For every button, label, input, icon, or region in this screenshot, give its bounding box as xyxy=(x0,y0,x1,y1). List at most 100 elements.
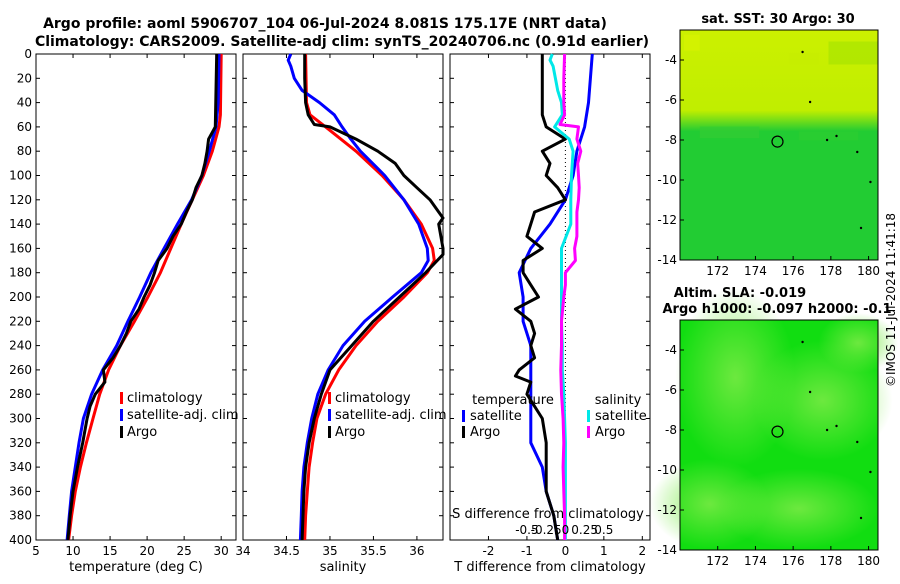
island-dot xyxy=(825,428,829,432)
depth-tick-label: 400 xyxy=(9,533,32,547)
sla-map-subtitle: Argo h1000: -0.097 h2000: -0.1 xyxy=(662,302,891,317)
temperature-series-argo xyxy=(66,53,219,541)
sla_map-ytick-label: -8 xyxy=(665,423,677,437)
sst_map-xtick-label: 178 xyxy=(819,264,842,278)
island-dot xyxy=(835,134,838,138)
salinity-series-argo xyxy=(300,54,445,541)
temp-legend-swatch xyxy=(462,410,465,422)
depth-tick-label: 120 xyxy=(9,193,32,207)
sla_map-frame xyxy=(679,319,879,551)
temperature-xlabel: temperature (deg C) xyxy=(69,560,203,575)
depth-tick-label: 360 xyxy=(9,484,32,498)
difference-series-t-argo xyxy=(513,54,567,541)
island-dot xyxy=(835,424,838,428)
sst-patch xyxy=(699,126,760,139)
difference-xtick-label: 1 xyxy=(600,544,608,558)
salinity-legend-label: satellite-adj. clim xyxy=(335,408,447,423)
sst_map-xtick-label: 172 xyxy=(706,264,729,278)
argo-position-marker xyxy=(771,135,784,148)
temp-legend-title: temperature xyxy=(472,393,554,408)
sal-legend-swatch xyxy=(587,426,590,438)
depth-tick-label: 40 xyxy=(17,96,32,110)
salinity-xlabel: salinity xyxy=(320,560,367,575)
sla_map-ytick-label: -14 xyxy=(657,543,677,557)
temperature-xtick-label: 25 xyxy=(177,544,192,558)
sst_map-panel: 172 174 176 178 180 -4 -6 -8 -10 -12 -14 sat. SST: … xyxy=(657,12,880,278)
depth-tick-label: 320 xyxy=(9,436,32,450)
sst_map-ytick-label: -12 xyxy=(657,213,677,227)
sst-patch xyxy=(683,34,700,51)
island-dot xyxy=(856,440,859,444)
difference-axes-frame xyxy=(449,53,651,541)
sla_map-xtick-label: 180 xyxy=(857,554,880,568)
depth-tick-label: 60 xyxy=(17,120,32,134)
sla-map-title: Altim. SLA: -0.019 xyxy=(674,286,806,301)
difference-xtick-label: 2 xyxy=(638,544,646,558)
sst-patch xyxy=(828,41,878,65)
depth-tick-label: 300 xyxy=(9,412,32,426)
salinity-xtick-label: 35 xyxy=(322,544,337,558)
temperature-xtick-label: 20 xyxy=(139,544,154,558)
sst_map-ytick-label: -8 xyxy=(665,133,677,147)
sst_map-xtick-label: 180 xyxy=(857,264,880,278)
island-dot xyxy=(869,180,872,184)
island-dot xyxy=(825,138,829,142)
sst_map-ytick-label: -10 xyxy=(657,173,677,187)
title-line-1: Argo profile: aoml 5906707_104 06-Jul-20… xyxy=(43,16,607,32)
depth-tick-label: 380 xyxy=(9,509,32,523)
temperature-legend-swatch xyxy=(120,426,123,438)
island-dot xyxy=(859,516,863,520)
sst_map-xtick-label: 174 xyxy=(744,264,767,278)
salinity-legend-swatch xyxy=(328,392,331,404)
salinity-xtick-label: 35.5 xyxy=(360,544,387,558)
depth-tick-label: 80 xyxy=(17,144,32,158)
sst_map-ytick-label: -6 xyxy=(665,93,677,107)
island-dot xyxy=(859,226,863,230)
sst-patch xyxy=(798,131,859,141)
sst-map-title: sat. SST: 30 Argo: 30 xyxy=(701,12,854,27)
difference-xtick-label: -1 xyxy=(521,544,533,558)
temperature-xtick-label: 15 xyxy=(102,544,117,558)
sla-anomaly-patch xyxy=(718,468,879,549)
salinity-xtick-label: 34 xyxy=(235,544,250,558)
temp-legend-swatch xyxy=(462,426,465,438)
temperature-legend-swatch xyxy=(120,392,123,404)
difference-series-t-satellite xyxy=(517,53,594,541)
sla_map-ytick-label: -6 xyxy=(665,383,677,397)
island-dot xyxy=(869,470,872,474)
temperature-legend-label: climatology xyxy=(127,391,203,406)
depth-tick-label: 160 xyxy=(9,241,32,255)
salinity-panel: 34 34.5 35 35.5 36 salinity climatology satelli… xyxy=(235,53,447,575)
sla_map-ytick-label: -4 xyxy=(665,343,677,357)
sal-legend-title: salinity xyxy=(595,393,642,408)
sal-legend-label: Argo xyxy=(595,425,625,440)
temperature-legend-label: Argo xyxy=(127,425,157,440)
title-line-2: Climatology: CARS2009. Satellite-adj cli… xyxy=(35,34,649,50)
difference-xlabel: T difference from climatology xyxy=(453,560,646,575)
island-dot xyxy=(801,340,804,344)
argo-position-marker xyxy=(771,425,784,438)
depth-tick-label: 240 xyxy=(9,339,32,353)
salinity-diff-tick-label: -0.25 xyxy=(531,523,562,537)
sst_map-xtick-label: 176 xyxy=(782,264,805,278)
sal-legend-swatch xyxy=(587,410,590,422)
sla_map-ytick-label: -10 xyxy=(657,463,677,477)
salinity-xtick-label: 36 xyxy=(409,544,424,558)
sst-field xyxy=(680,30,878,260)
depth-tick-label: 340 xyxy=(9,460,32,474)
temperature-panel: 0 20 40 60 80 100 120 140 160 180 200 220 240 260 280 3… xyxy=(9,47,239,575)
difference-xtick-label: 0 xyxy=(562,544,570,558)
sla_map-xtick-label: 172 xyxy=(706,554,729,568)
depth-tick-label: 200 xyxy=(9,290,32,304)
temperature-axes-frame xyxy=(35,53,237,541)
salinity-legend-label: climatology xyxy=(335,391,411,406)
salinity-diff-tick-label: 0 xyxy=(562,523,570,537)
depth-tick-label: 0 xyxy=(24,47,32,61)
salinity-diff-tick-label: -0.5 xyxy=(515,523,538,537)
island-dot xyxy=(856,150,859,154)
island-dot xyxy=(808,390,812,394)
salinity-series-satellite-adj-clim xyxy=(286,53,430,541)
island-dot xyxy=(808,100,812,104)
depth-tick-label: 260 xyxy=(9,363,32,377)
depth-tick-label: 220 xyxy=(9,314,32,328)
